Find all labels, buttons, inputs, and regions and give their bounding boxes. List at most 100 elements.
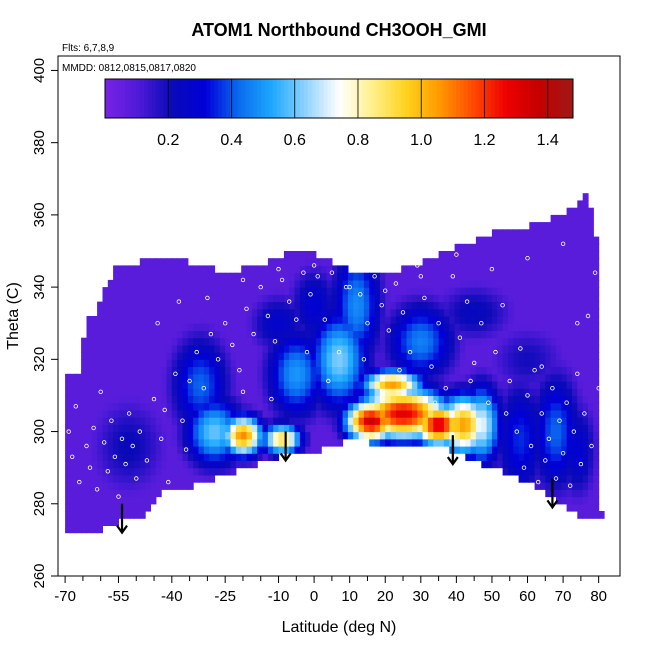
heatmap-cell <box>171 388 178 396</box>
heatmap-cell <box>465 438 472 447</box>
sample-point <box>109 418 114 423</box>
heatmap-cell <box>561 460 568 469</box>
heatmap-cell <box>262 294 269 303</box>
heatmap-cell <box>299 330 306 339</box>
heatmap-cell <box>150 424 157 433</box>
heatmap-cell <box>363 294 370 303</box>
heatmap-cell <box>524 323 530 331</box>
heatmap-cell <box>545 453 552 461</box>
heatmap-cell <box>374 323 381 331</box>
heatmap-cell <box>582 511 589 519</box>
heatmap-cell <box>123 381 130 389</box>
heatmap-cell <box>161 482 168 490</box>
heatmap-cell <box>241 272 248 281</box>
heatmap-cell <box>193 330 200 339</box>
heatmap-cell <box>582 366 589 375</box>
heatmap-cell <box>315 366 322 375</box>
colorbar-segment <box>475 79 480 118</box>
heatmap-cell <box>241 308 248 317</box>
heatmap-cell <box>417 352 424 360</box>
heatmap-cell <box>315 352 322 360</box>
heatmap-cell <box>577 352 584 360</box>
heatmap-cell <box>139 503 146 512</box>
heatmap-cell <box>278 438 285 447</box>
heatmap-cell <box>118 453 125 461</box>
heatmap-cell <box>385 352 392 360</box>
heatmap-cell <box>161 279 168 288</box>
heatmap-cell <box>470 294 477 303</box>
heatmap-cell <box>241 323 248 331</box>
heatmap-cell <box>113 446 119 454</box>
heatmap-cell <box>225 330 232 339</box>
heatmap-cell <box>540 402 546 411</box>
sample-point <box>230 342 235 348</box>
heatmap-cell <box>150 352 157 360</box>
heatmap-cell <box>363 409 370 418</box>
heatmap-cell <box>540 474 546 483</box>
heatmap-cell <box>497 236 504 245</box>
heatmap-cell <box>502 438 509 447</box>
heatmap-cell <box>118 294 125 303</box>
heatmap-cell <box>150 316 157 324</box>
heatmap-cell <box>171 308 178 317</box>
heatmap-cell <box>342 381 349 389</box>
heatmap-cell <box>582 402 589 411</box>
heatmap-cell <box>97 446 103 454</box>
heatmap-cell <box>214 366 221 375</box>
heatmap-cell <box>166 337 173 346</box>
heatmap-cell <box>572 330 578 339</box>
heatmap-cell <box>411 366 418 375</box>
heatmap-cell <box>395 373 402 382</box>
heatmap-cell <box>593 265 600 274</box>
heatmap-cell <box>481 373 488 382</box>
heatmap-cell <box>459 417 466 425</box>
heatmap-cell <box>86 467 93 476</box>
heatmap-cell <box>91 518 98 526</box>
heatmap-cell <box>278 388 285 396</box>
heatmap-cell <box>411 344 418 353</box>
heatmap-cell <box>134 301 141 310</box>
heatmap-cell <box>550 337 557 346</box>
heatmap-cell <box>230 294 237 303</box>
heatmap-cell <box>230 402 237 411</box>
heatmap-cell <box>347 316 354 324</box>
heatmap-cell <box>257 272 264 281</box>
heatmap-cell <box>470 402 477 411</box>
sample-point <box>176 299 182 304</box>
colorbar-segment <box>147 79 153 118</box>
heatmap-cell <box>155 366 162 375</box>
heatmap-cell <box>107 352 114 360</box>
heatmap-cell <box>502 330 509 339</box>
heatmap-cell <box>529 279 536 288</box>
heatmap-cell <box>401 395 408 404</box>
heatmap-cell <box>86 344 93 353</box>
heatmap-cell <box>475 236 482 245</box>
heatmap-cell <box>588 229 594 238</box>
heatmap-cell <box>369 287 376 295</box>
heatmap-cell <box>262 431 269 440</box>
colorbar-segment <box>327 79 332 118</box>
heatmap-cell <box>593 496 600 505</box>
heatmap-cell <box>508 359 514 368</box>
heatmap-cell <box>305 424 312 433</box>
heatmap-cell <box>524 272 530 281</box>
heatmap-cell <box>465 381 472 389</box>
heatmap-cell <box>283 251 290 259</box>
heatmap-cell <box>305 272 312 281</box>
heatmap-cell <box>310 388 317 396</box>
heatmap-cell <box>155 482 162 490</box>
heatmap-cell <box>182 316 189 324</box>
heatmap-cell <box>251 373 258 382</box>
heatmap-cell <box>283 352 290 360</box>
heatmap-cell <box>171 373 178 382</box>
heatmap-cell <box>390 344 397 353</box>
heatmap-cell <box>561 388 568 396</box>
heatmap-cell <box>502 265 509 274</box>
heatmap-cell <box>81 417 87 425</box>
heatmap-cell <box>86 381 93 389</box>
heatmap-cell <box>171 446 178 454</box>
colorbar-segment <box>257 79 262 118</box>
heatmap-cell <box>540 359 546 368</box>
heatmap-cell <box>235 409 242 418</box>
heatmap-cell <box>566 222 573 230</box>
